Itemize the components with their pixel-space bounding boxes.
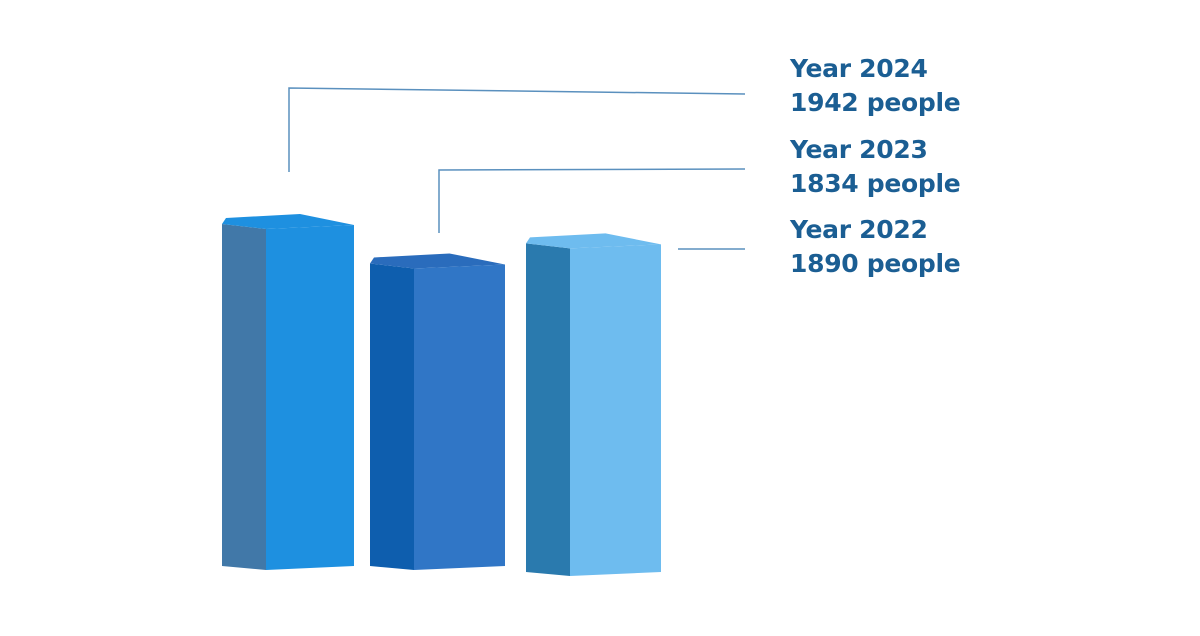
bar-front-face	[414, 264, 505, 570]
connector-line-2024	[288, 87, 746, 172]
bar-side-face	[222, 224, 266, 570]
bar-front-face	[266, 225, 354, 570]
bar-year-2023	[370, 253, 505, 570]
bar-year-2024	[222, 214, 354, 570]
bar-year-2022	[526, 233, 661, 577]
connectors-layer	[288, 87, 746, 250]
bar-top-face	[370, 253, 505, 269]
label-value-2022: 1890 people	[790, 249, 961, 278]
bar-side-face	[370, 263, 414, 570]
label-value-2024: 1942 people	[790, 88, 961, 117]
label-year-2024: Year 2024	[790, 54, 928, 83]
bars-layer	[222, 214, 661, 577]
bar-top-face	[222, 214, 354, 229]
label-value-2023: 1834 people	[790, 169, 961, 198]
bar-front-face	[570, 244, 661, 577]
label-year-2022: Year 2022	[790, 215, 928, 244]
bar-top-face	[526, 233, 661, 249]
connector-line-2023	[438, 168, 746, 233]
label-year-2023: Year 2023	[790, 135, 928, 164]
bar-side-face	[526, 243, 570, 577]
